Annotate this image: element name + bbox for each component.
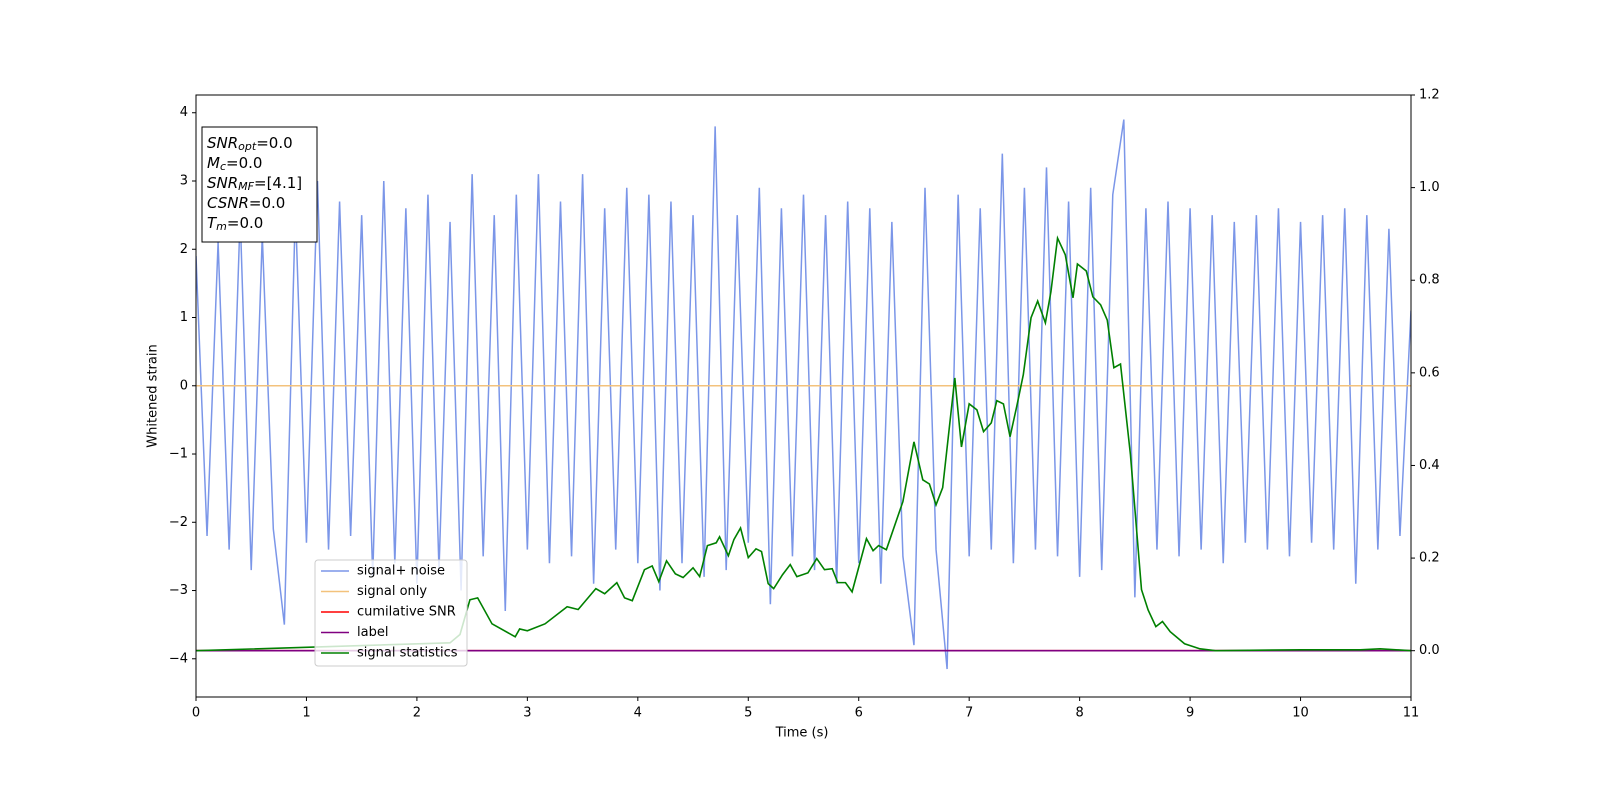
x-tick-label: 3 — [523, 706, 531, 721]
series-line — [196, 119, 1411, 670]
y-tick-label: −1 — [169, 447, 188, 462]
x-tick-label: 5 — [744, 706, 752, 721]
x-tick-label: 9 — [1186, 706, 1194, 721]
x-tick-label: 0 — [192, 706, 200, 721]
annotation-value: =0.0 — [226, 154, 262, 172]
legend-label: cumilative SNR — [357, 605, 456, 620]
series-line — [196, 235, 1411, 652]
y2-tick-label: 0.0 — [1419, 643, 1440, 658]
annotation-symbol: CSNR — [207, 194, 249, 212]
y-axis-label: Whitened strain — [146, 344, 161, 447]
x-tick-label: 10 — [1292, 706, 1309, 721]
annotation-value: =0.0 — [256, 134, 292, 152]
legend-label: signal only — [357, 584, 427, 599]
annotation-symbol: T — [207, 214, 218, 232]
annotation-value: =0.0 — [227, 214, 263, 232]
x-tick-label: 1 — [302, 706, 310, 721]
annotation-subscript: c — [220, 160, 226, 173]
y-tick-label: −3 — [169, 583, 188, 598]
y-tick-label: 0 — [180, 378, 188, 393]
annotation-value: =0.0 — [249, 194, 285, 212]
x-tick-label: 11 — [1403, 706, 1420, 721]
annotation-line: Mc=0.0 — [207, 154, 262, 174]
y2-tick-label: 0.4 — [1419, 458, 1440, 473]
x-tick-label: 7 — [965, 706, 973, 721]
y2-tick-label: 0.2 — [1419, 551, 1440, 566]
annotation-line: Tm=0.0 — [207, 214, 263, 234]
annotation-symbol: M — [207, 154, 220, 172]
y2-tick-label: 1.2 — [1419, 88, 1440, 103]
annotation-value: =[4.1] — [254, 174, 302, 192]
legend-label: signal statistics — [357, 646, 458, 661]
annotation-subscript: opt — [238, 140, 257, 153]
annotation-symbol: SNR — [207, 174, 238, 192]
annotation-subscript: m — [216, 220, 227, 233]
annotation-line: SNRopt=0.0 — [207, 134, 293, 154]
legend-label: label — [357, 625, 388, 640]
annotation-subscript: MF — [238, 180, 254, 193]
legend-box — [314, 559, 468, 667]
y2-tick-label: 0.6 — [1419, 365, 1440, 380]
annotation-box — [201, 126, 318, 243]
y-tick-label: 2 — [180, 242, 188, 257]
annotation-line: CSNR=0.0 — [207, 194, 285, 212]
y-tick-label: 3 — [180, 174, 188, 189]
y2-tick-label: 1.0 — [1419, 180, 1440, 195]
annotation-line: SNRMF=[4.1] — [207, 174, 302, 194]
x-tick-label: 8 — [1075, 706, 1083, 721]
legend-label: signal+ noise — [357, 564, 445, 579]
x-tick-label: 2 — [413, 706, 421, 721]
plot-frame — [195, 94, 1412, 698]
x-tick-label: 6 — [855, 706, 863, 721]
x-axis-label: Time (s) — [775, 726, 829, 741]
x-tick-label: 4 — [634, 706, 642, 721]
y-tick-label: −4 — [169, 651, 188, 666]
y2-tick-label: 0.8 — [1419, 273, 1440, 288]
annotation-symbol: SNR — [207, 134, 238, 152]
y-tick-label: 4 — [180, 105, 188, 120]
legend: signal+ noise signal only cumilative SNR la… — [314, 559, 468, 667]
y-tick-label: −2 — [169, 515, 188, 530]
y-tick-label: 1 — [180, 310, 188, 325]
